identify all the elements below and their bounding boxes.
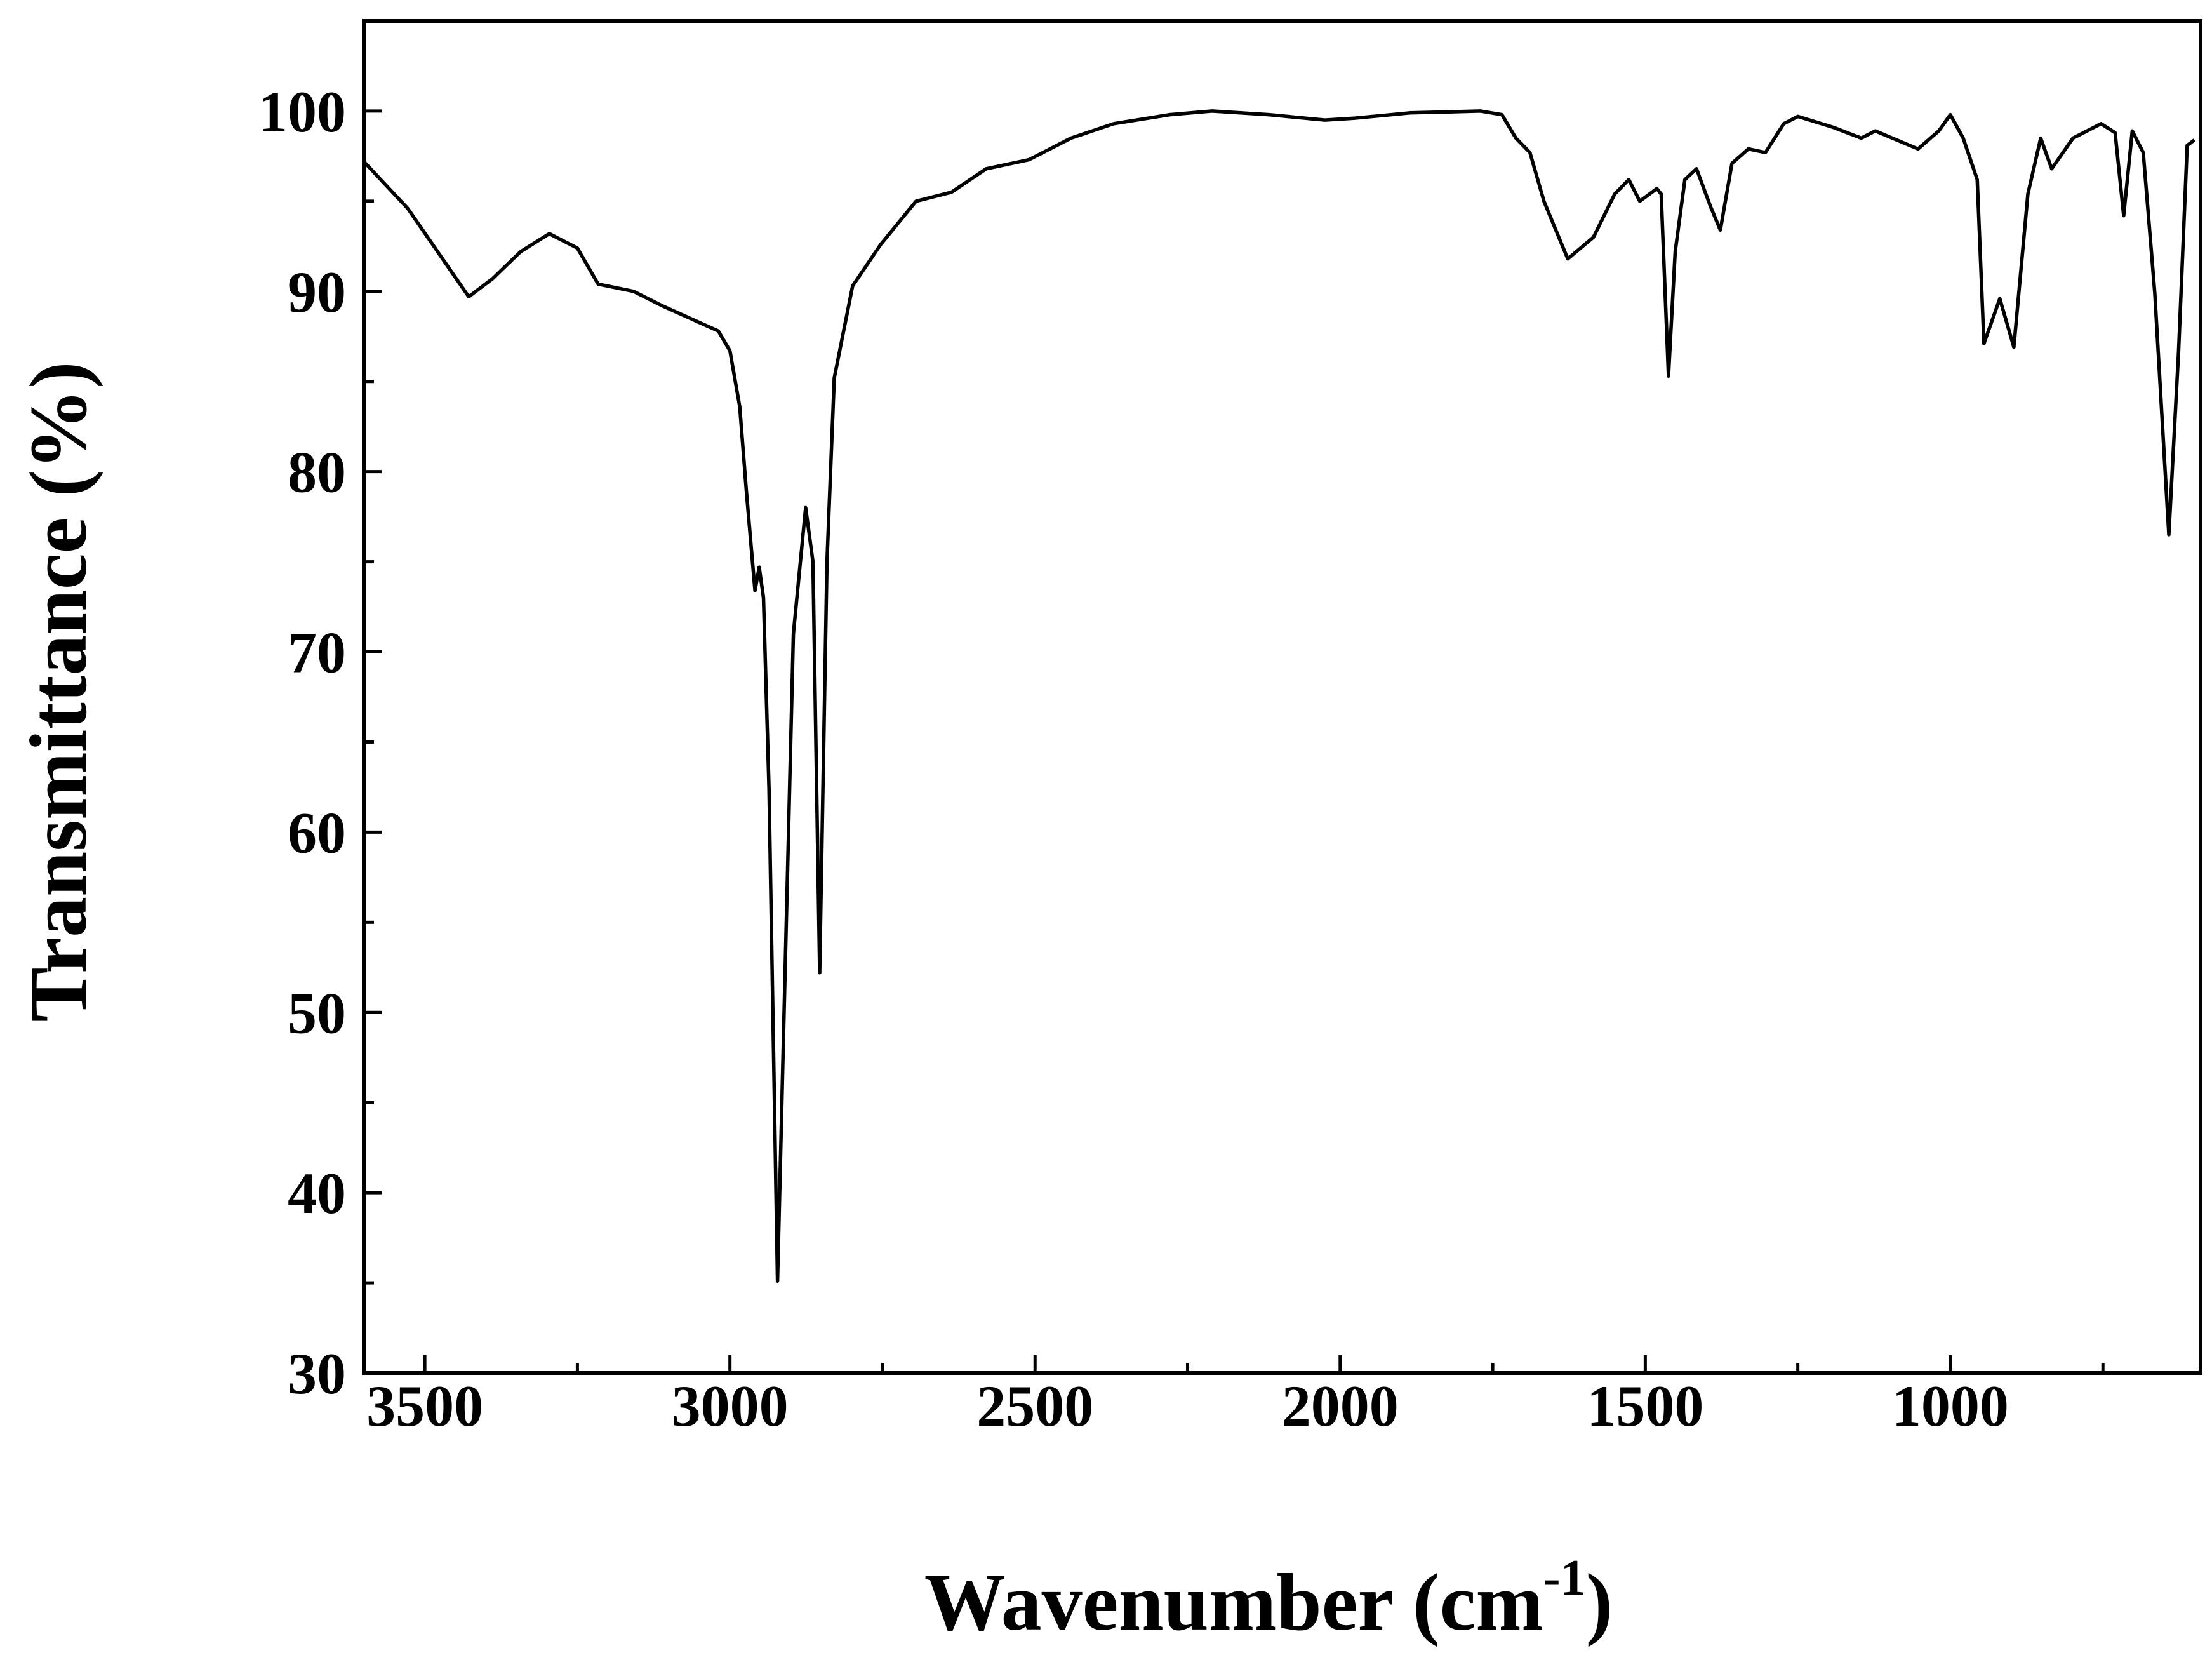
plot-frame xyxy=(362,19,2202,1375)
y-tick-label: 70 xyxy=(288,620,346,685)
y-tick-label: 30 xyxy=(288,1341,346,1406)
x-axis-title: Wavenumber (cm-1) xyxy=(924,1550,1613,1647)
spectrum-line xyxy=(362,109,2196,1283)
y-tick-label: 50 xyxy=(288,981,346,1045)
y-tick-label: 60 xyxy=(288,800,346,865)
y-tick-label: 80 xyxy=(288,440,346,505)
y-tick-label: 90 xyxy=(288,260,346,325)
x-tick-label: 1500 xyxy=(1587,1374,1703,1438)
x-axis-title-superscript: -1 xyxy=(1543,1550,1586,1606)
y-tick-label: 100 xyxy=(258,79,346,144)
x-tick-label: 3500 xyxy=(366,1374,483,1438)
y-tick-label: 40 xyxy=(288,1161,346,1226)
y-axis-title: Transmittance (%) xyxy=(13,361,103,1021)
x-tick-label: 2000 xyxy=(1282,1374,1399,1438)
axis-ticks xyxy=(364,109,2105,1375)
y-tick-labels: 30 40 50 60 70 80 90 100 xyxy=(258,79,346,1406)
x-tick-label: 2500 xyxy=(976,1374,1093,1438)
x-tick-label: 3000 xyxy=(672,1374,789,1438)
x-tick-labels: 3500 3000 2500 2000 1500 1000 xyxy=(366,1374,2009,1438)
x-tick-label: 1000 xyxy=(1892,1374,2009,1438)
